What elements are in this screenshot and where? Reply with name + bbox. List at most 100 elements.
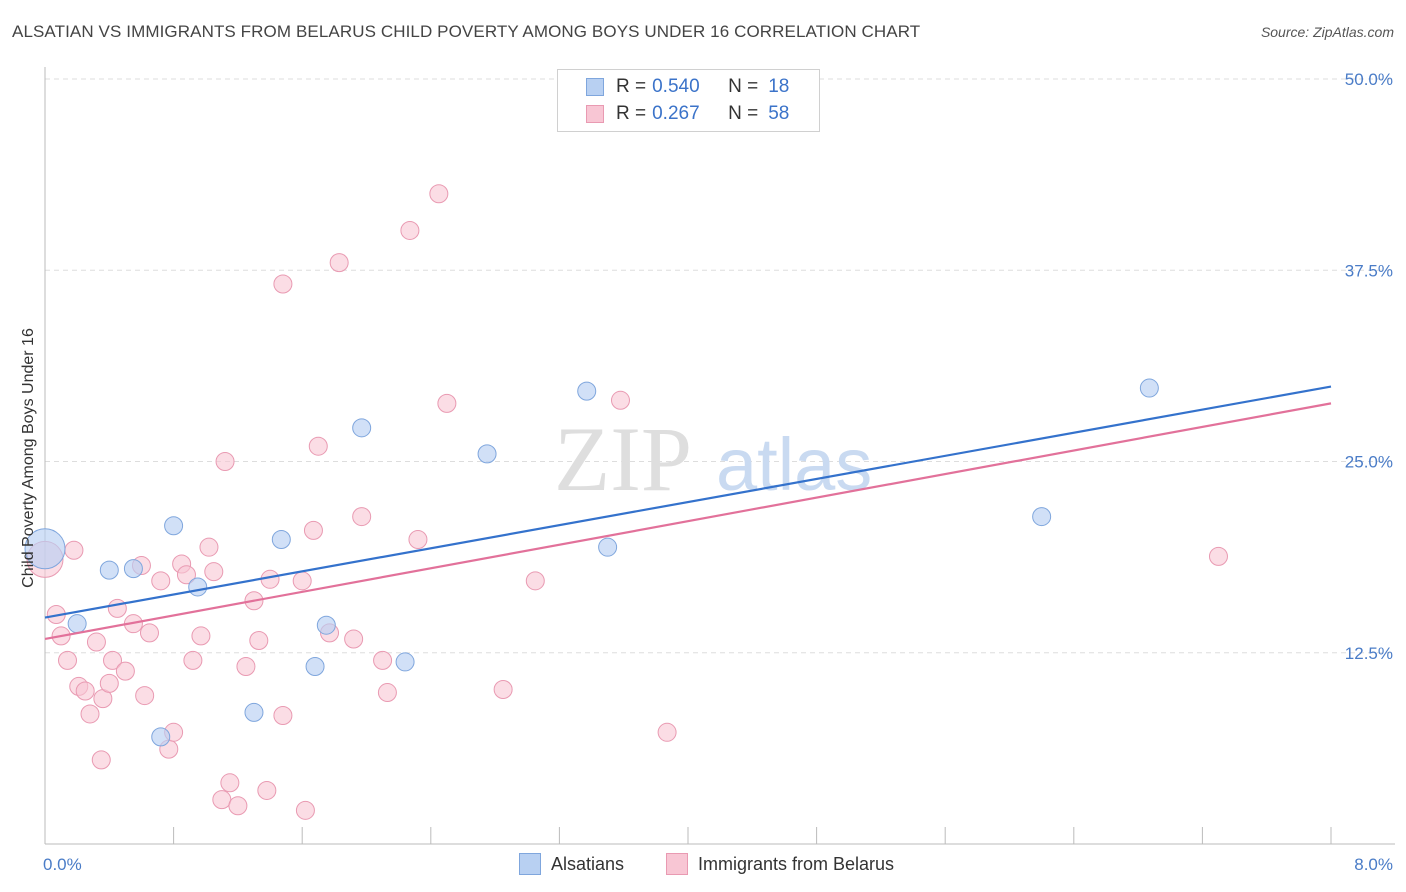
legend-item-alsatians: Alsatians [519,853,624,875]
data-point-belarus [86,632,106,652]
data-point-belarus [610,390,630,410]
data-point-belarus [91,750,111,770]
data-point-belarus [400,220,420,240]
data-point-alsatian [316,615,336,635]
data-point-belarus [135,686,155,706]
data-point-belarus [344,629,364,649]
legend-swatch-pink [666,853,688,875]
data-point-alsatian [244,702,264,722]
data-point-belarus [377,683,397,703]
data-point-belarus [183,650,203,670]
legend-label-alsatians: Alsatians [551,853,625,874]
data-point-belarus [176,565,196,585]
legend-swatch-blue [519,853,541,875]
legend-swatch-pink [586,105,604,123]
data-point-alsatian [577,381,597,401]
data-point-belarus [303,520,323,540]
legend-row-belarus: R = 0.267 N = 58 [586,102,789,126]
data-point-alsatian [99,560,119,580]
trend-line-belarus [44,402,1332,641]
y-tick-label: 37.5% [1345,261,1393,280]
y-tick-label: 12.5% [1345,644,1393,663]
legend-n-label: N = [728,76,759,97]
watermark: ZIP atlas [554,408,872,510]
data-point-alsatian [352,418,372,438]
tick-labels: 12.5% 25.0% 37.5% 50.0% 0.0% 8.0% [43,70,1393,874]
data-point-belarus [236,657,256,677]
trend-lines [44,385,1332,641]
data-point-belarus [437,393,457,413]
data-point-belarus [191,626,211,646]
legend-r-value: 0.540 [652,76,700,97]
legend-r-label: R = [616,76,647,97]
data-point-belarus [204,562,224,582]
data-point-alsatian [151,727,171,747]
data-point-belarus [525,571,545,591]
data-point-alsatian [1032,507,1052,527]
series-immigrants-belarus [26,184,1228,820]
data-point-belarus [220,773,240,793]
data-point-alsatian [598,537,618,557]
data-point-belarus [107,598,127,618]
axes [44,67,1395,845]
data-point-belarus [273,705,293,725]
legend-n-value: 58 [768,103,790,124]
data-point-belarus [58,650,78,670]
source-label: Source: ZipAtlas.com [1260,24,1394,40]
legend-n-value: 18 [768,76,790,97]
data-point-belarus [249,631,269,651]
x-tick-label: 8.0% [1354,855,1393,874]
data-point-belarus [308,436,328,456]
grid-lines [45,78,1395,654]
x-tick-label: 0.0% [43,855,82,874]
legend-label-belarus: Immigrants from Belarus [698,853,895,874]
legend-r-value: 0.267 [652,103,700,124]
data-point-belarus [329,253,349,273]
data-point-alsatian [123,559,143,579]
data-point-belarus [139,623,159,643]
legend-n-label: N = [728,103,759,124]
data-point-belarus [493,679,513,699]
data-point-belarus [273,274,293,294]
data-point-belarus [199,537,219,557]
data-point-belarus [212,790,232,810]
data-point-belarus [64,540,84,560]
data-point-alsatian [477,444,497,464]
data-point-belarus [408,530,428,550]
data-point-belarus [215,452,235,471]
data-point-alsatian [188,577,208,597]
data-point-belarus [1208,546,1228,566]
data-point-belarus [115,661,135,681]
trend-line-alsatians [44,385,1332,619]
correlation-legend: R = 0.540 N = 18 R = 0.267 N = 58 [557,69,820,132]
data-point-alsatian [67,614,87,634]
data-point-alsatian [1139,378,1159,398]
y-tick-label: 50.0% [1345,70,1393,89]
data-point-belarus [99,673,119,693]
series-legend: Alsatians Immigrants from Belarus [0,851,1406,879]
data-point-belarus [292,571,312,591]
data-point-belarus [295,800,315,820]
data-point-alsatian [271,530,291,550]
data-point-belarus [103,650,123,670]
data-point-belarus [657,722,677,742]
data-point-alsatian [395,652,415,672]
y-tick-label: 25.0% [1345,453,1393,472]
chart-title: ALSATIAN VS IMMIGRANTS FROM BELARUS CHIL… [12,22,921,41]
data-point-alsatian [164,516,184,536]
data-point-belarus [75,681,95,701]
data-point-belarus [151,571,171,591]
data-point-belarus [429,184,449,204]
data-point-belarus [257,780,277,800]
watermark-zip: ZIP [554,408,692,510]
legend-item-belarus: Immigrants from Belarus [666,853,894,875]
legend-row-alsatians: R = 0.540 N = 18 [586,75,789,99]
data-point-belarus [352,507,372,527]
y-axis-label: Child Poverty Among Boys Under 16 [20,328,37,588]
data-point-belarus [373,650,393,670]
legend-swatch-blue [586,78,604,96]
data-point-alsatian [24,528,66,570]
data-point-belarus [80,704,100,724]
legend-r-label: R = [616,103,647,124]
